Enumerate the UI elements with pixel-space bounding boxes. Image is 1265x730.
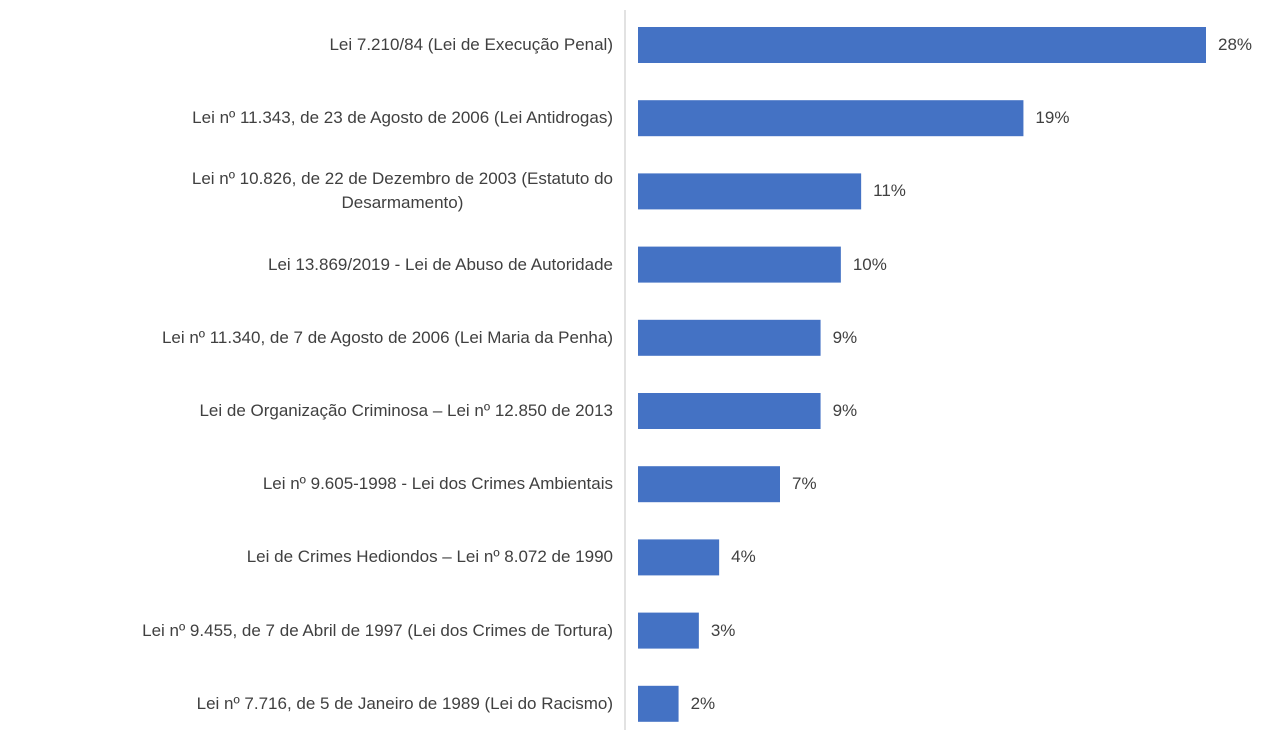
bar — [638, 685, 679, 722]
value-label: 2% — [690, 693, 716, 713]
bar — [638, 246, 841, 283]
value-label: 19% — [1035, 108, 1070, 128]
bar — [638, 27, 1206, 63]
category-label: Lei de Organização Criminosa – Lei nº 12… — [199, 401, 613, 420]
value-label: 4% — [731, 547, 756, 567]
value-label: 28% — [1218, 35, 1253, 54]
category-label: Lei nº 9.455, de 7 de Abril de 1997 (Lei… — [142, 620, 613, 640]
category-label: Lei nº 11.340, de 7 de Agosto de 2006 (L… — [161, 327, 613, 347]
bar — [638, 466, 780, 503]
value-label: 9% — [832, 327, 858, 347]
category-label: Lei nº 7.716, de 5 de Janeiro de 1989 (L… — [196, 693, 613, 713]
value-label: 9% — [832, 401, 858, 420]
value-label: 3% — [710, 620, 736, 640]
value-label: 7% — [792, 474, 817, 494]
category-label: Lei 13.869/2019 - Lei de Abuso de Autori… — [267, 254, 613, 274]
category-label: Lei nº 11.343, de 23 de Agosto de 2006 (… — [192, 108, 613, 128]
value-label: 11% — [873, 181, 906, 201]
bar — [638, 100, 1024, 137]
bar — [638, 319, 821, 356]
bar — [638, 612, 699, 649]
category-label: Lei nº 9.605-1998 - Lei dos Crimes Ambie… — [262, 474, 613, 494]
bar — [638, 539, 720, 576]
bar — [638, 393, 821, 429]
category-label: Lei nº 10.826, de 22 de Dezembro de 2003… — [191, 169, 613, 213]
category-label: Lei de Crimes Hediondos – Lei nº 8.072 d… — [246, 547, 613, 567]
category-label: Lei 7.210/84 (Lei de Execução Penal) — [329, 35, 613, 54]
bar — [638, 173, 862, 210]
value-label: 10% — [852, 254, 887, 274]
